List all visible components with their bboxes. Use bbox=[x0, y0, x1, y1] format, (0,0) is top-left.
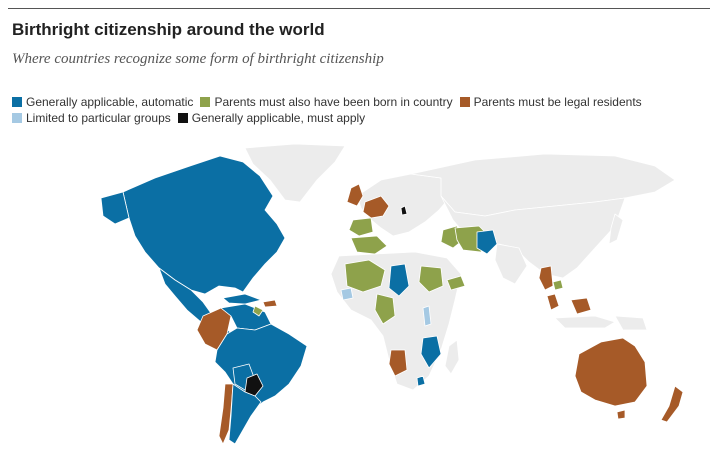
legend-item-limited: Limited to particular groups bbox=[12, 111, 171, 125]
region-india bbox=[494, 243, 528, 285]
chart-title: Birthright citizenship around the world bbox=[12, 20, 325, 39]
region-cuba bbox=[222, 293, 262, 305]
legend: Generally applicable, automatic Parents … bbox=[12, 94, 712, 126]
region-cambodia bbox=[552, 279, 564, 291]
legend-label-born: Parents must also have been born in coun… bbox=[214, 94, 453, 109]
region-west-africa-limited bbox=[340, 287, 354, 301]
region-argentina bbox=[228, 383, 262, 445]
region-new-zealand bbox=[660, 385, 684, 423]
region-north-america-automatic bbox=[122, 155, 286, 295]
region-japan bbox=[608, 213, 624, 245]
legend-item-must-apply: Generally applicable, must apply bbox=[177, 110, 366, 125]
region-nigeria-cameroon bbox=[374, 293, 396, 325]
legend-label-limited: Limited to particular groups bbox=[26, 110, 171, 125]
region-indonesia-islands bbox=[554, 315, 616, 329]
region-sudan bbox=[418, 265, 444, 293]
region-madagascar bbox=[444, 339, 460, 375]
region-east-africa-limited bbox=[422, 305, 432, 327]
region-europe-black bbox=[400, 205, 408, 216]
region-namibia bbox=[388, 349, 408, 377]
region-iberia bbox=[348, 217, 374, 237]
top-rule bbox=[8, 8, 710, 9]
region-paraguay bbox=[244, 373, 264, 397]
region-thailand bbox=[538, 265, 554, 291]
region-alaska bbox=[100, 191, 130, 225]
region-pakistan bbox=[476, 229, 498, 255]
region-tasmania bbox=[616, 409, 626, 420]
legend-label-residents: Parents must be legal residents bbox=[473, 94, 642, 109]
legend-swatch-must-apply-icon bbox=[177, 112, 188, 123]
legend-swatch-automatic-icon bbox=[12, 96, 22, 107]
region-indonesia bbox=[570, 297, 592, 315]
legend-item-residents: Parents must be legal residents bbox=[459, 94, 642, 109]
legend-row-1: Generally applicable, automatic Parents … bbox=[12, 94, 712, 109]
region-lesotho bbox=[416, 375, 426, 387]
legend-item-born: Parents must also have been born in coun… bbox=[200, 94, 453, 109]
region-uk-ireland bbox=[346, 183, 364, 207]
world-map bbox=[100, 143, 684, 445]
legend-item-automatic: Generally applicable, automatic bbox=[12, 95, 193, 109]
region-australia bbox=[574, 337, 648, 407]
region-suriname bbox=[252, 305, 264, 317]
legend-swatch-born-icon bbox=[200, 96, 211, 107]
legend-label-must-apply: Generally applicable, must apply bbox=[191, 110, 366, 125]
legend-label-automatic: Generally applicable, automatic bbox=[26, 94, 194, 109]
region-malaysia bbox=[546, 293, 560, 311]
region-western-europe-residents bbox=[362, 195, 390, 219]
region-maghreb bbox=[350, 235, 388, 255]
legend-row-2: Limited to particular groups Generally a… bbox=[12, 110, 712, 125]
region-mozambique bbox=[420, 335, 442, 369]
chart-subtitle: Where countries recognize some form of b… bbox=[12, 51, 384, 67]
legend-swatch-residents-icon bbox=[459, 96, 470, 107]
region-dominican-republic bbox=[262, 299, 278, 308]
region-yemen bbox=[446, 275, 466, 291]
region-west-africa-born bbox=[344, 259, 386, 293]
legend-swatch-limited-icon bbox=[12, 112, 22, 123]
region-greenland bbox=[244, 143, 346, 203]
region-new-guinea bbox=[614, 315, 648, 331]
region-chad bbox=[388, 263, 410, 297]
